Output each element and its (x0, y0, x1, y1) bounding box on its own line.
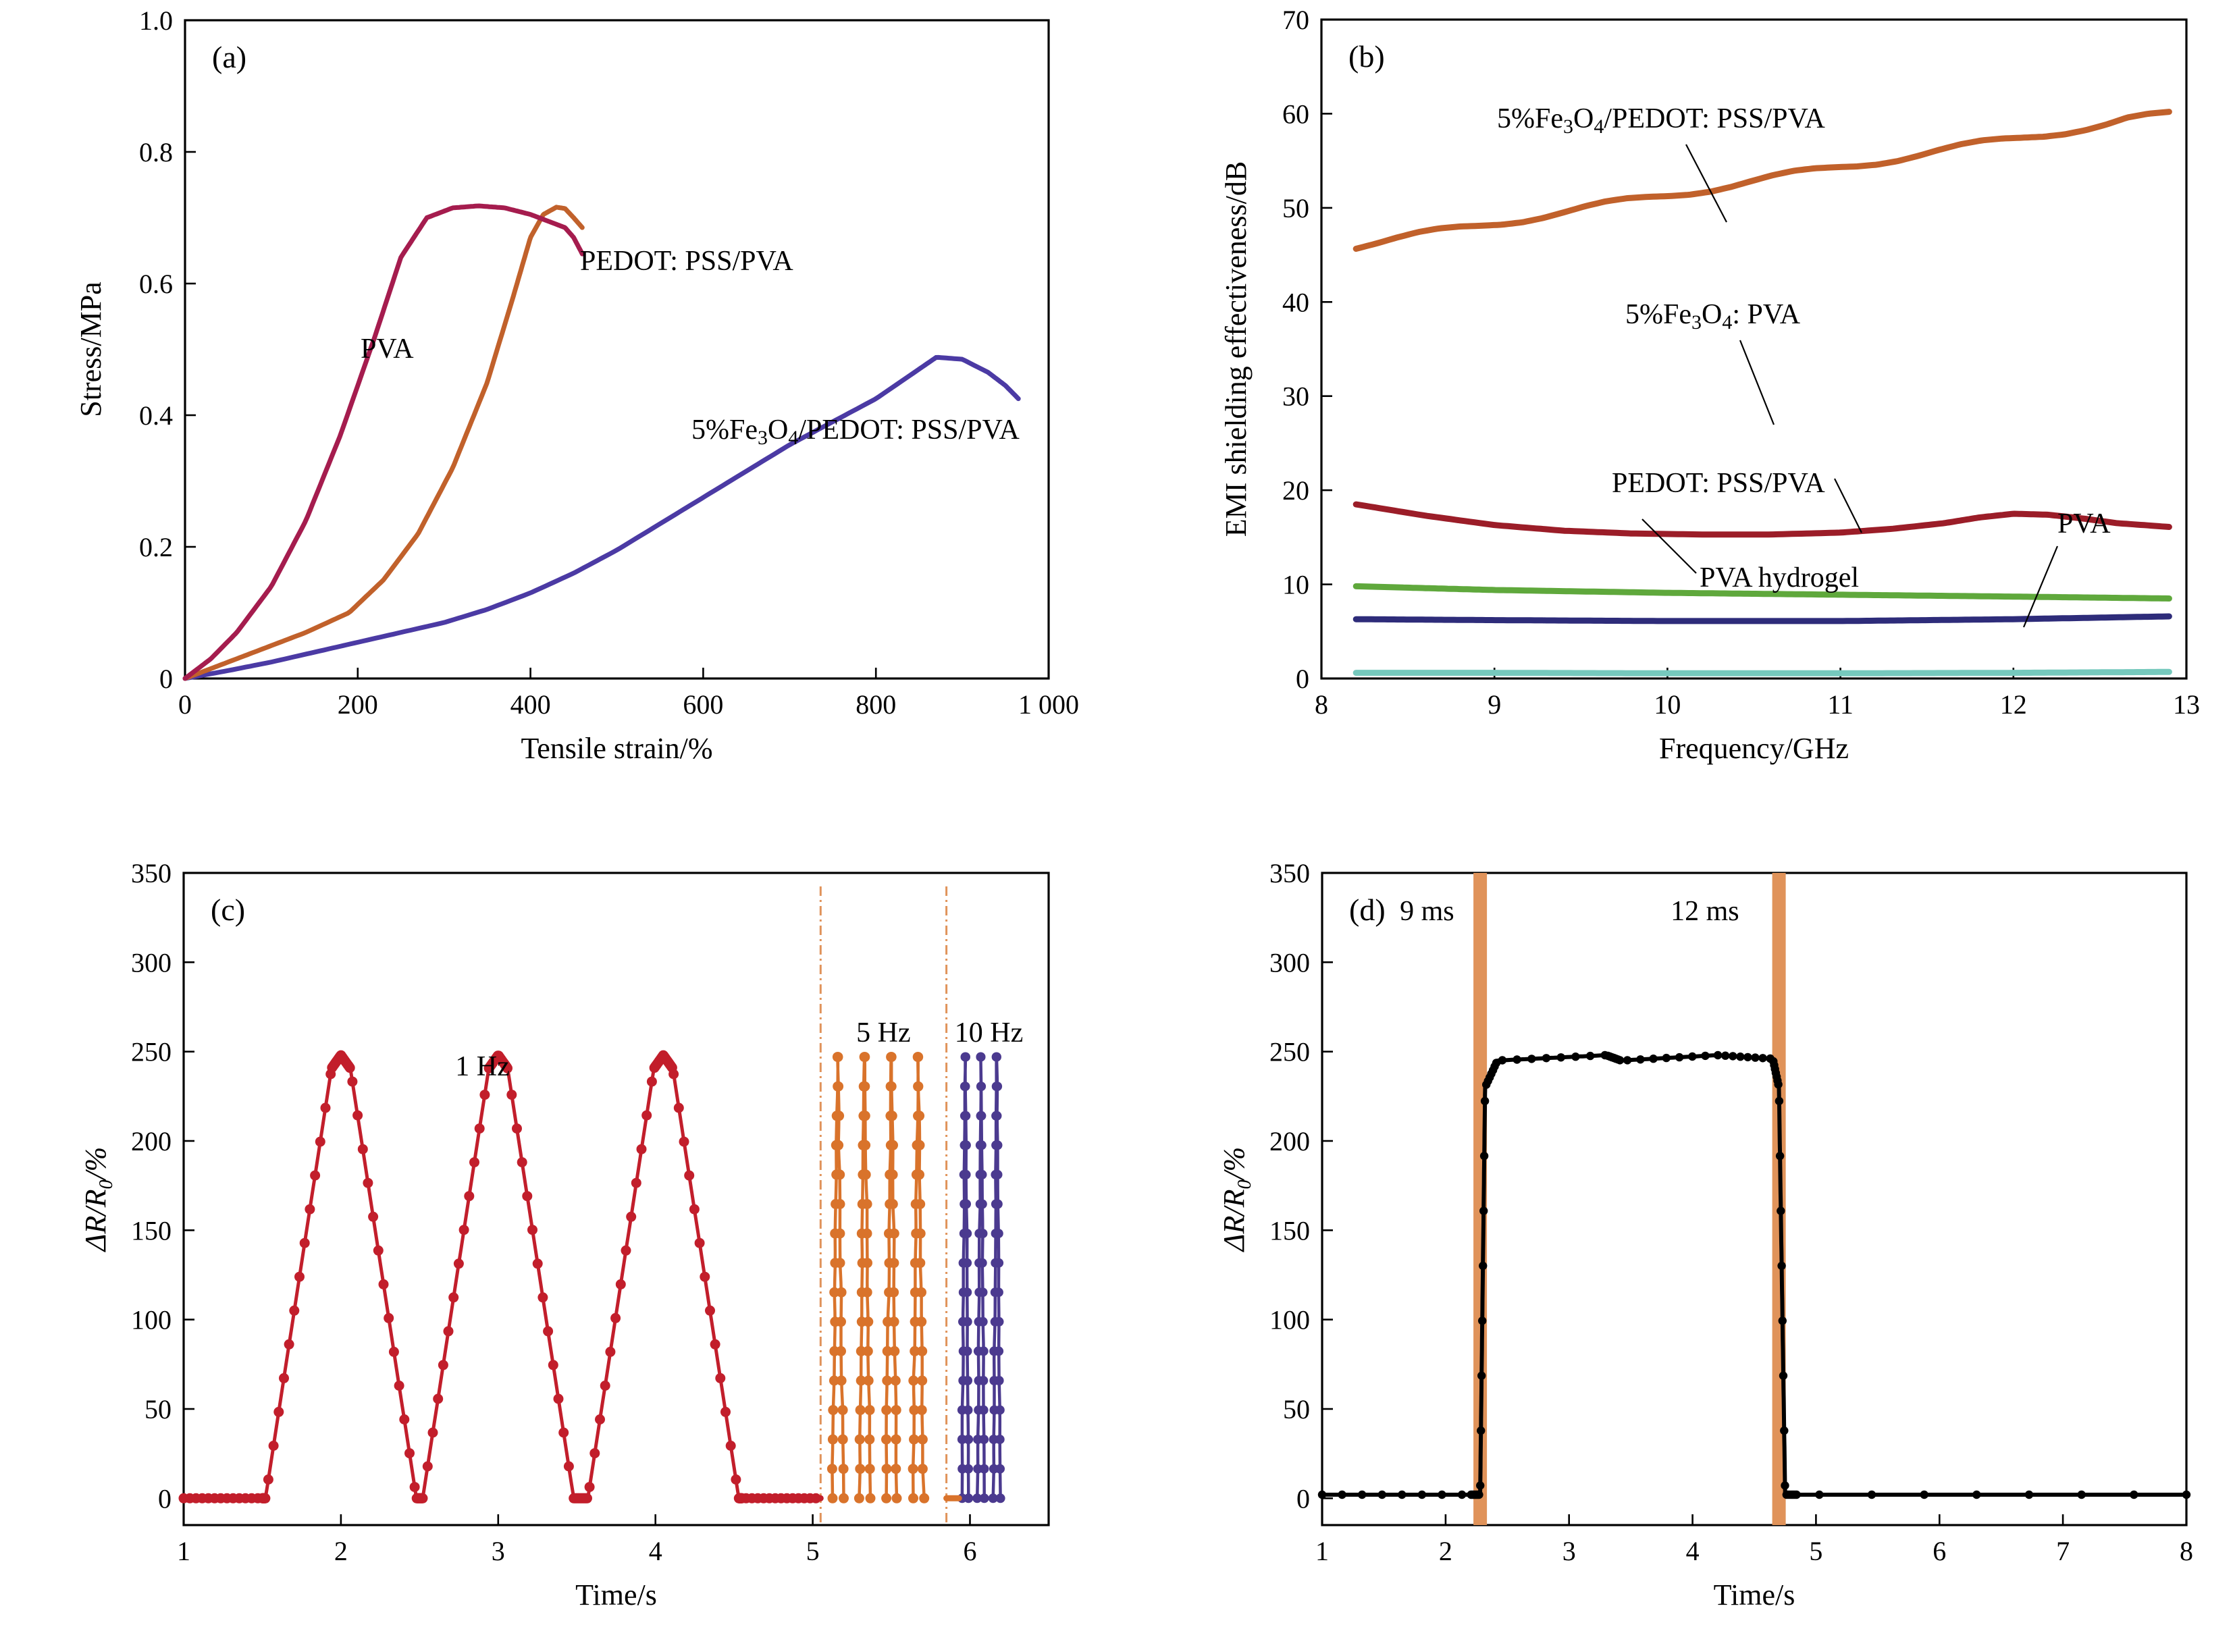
svg-text:350: 350 (131, 858, 172, 888)
svg-text:0: 0 (178, 689, 192, 720)
svg-text:100: 100 (1269, 1305, 1310, 1335)
svg-text:Tensile strain/%: Tensile strain/% (521, 732, 712, 765)
svg-text:800: 800 (856, 689, 896, 720)
svg-text:PEDOT: PSS/PVA: PEDOT: PSS/PVA (580, 246, 793, 277)
svg-text:PVA hydrogel: PVA hydrogel (1700, 562, 1859, 593)
svg-text:30: 30 (1282, 381, 1309, 412)
svg-text:250: 250 (131, 1037, 172, 1067)
svg-text:13: 13 (2173, 689, 2200, 720)
svg-text:12 ms: 12 ms (1671, 896, 1739, 927)
svg-text:5%Fe3O4/PEDOT: PSS/PVA: 5%Fe3O4/PEDOT: PSS/PVA (691, 415, 1020, 449)
svg-text:(d): (d) (1349, 892, 1386, 927)
svg-text:100: 100 (131, 1305, 172, 1335)
svg-text:200: 200 (1269, 1126, 1310, 1156)
svg-text:50: 50 (1282, 193, 1309, 223)
svg-text:PVA: PVA (2057, 508, 2111, 539)
svg-text:EMI shielding effectiveness/dB: EMI shielding effectiveness/dB (1219, 161, 1253, 537)
svg-text:Time/s: Time/s (575, 1578, 657, 1611)
svg-text:10 Hz: 10 Hz (955, 1017, 1023, 1048)
svg-text:0: 0 (1296, 664, 1309, 694)
svg-text:40: 40 (1282, 287, 1309, 317)
svg-text:150: 150 (1269, 1215, 1310, 1246)
svg-text:4: 4 (649, 1536, 662, 1566)
svg-text:1 000: 1 000 (1018, 689, 1079, 720)
svg-text:Time/s: Time/s (1714, 1578, 1795, 1611)
svg-text:5: 5 (806, 1536, 820, 1566)
svg-text:400: 400 (510, 689, 551, 720)
svg-text:5 Hz: 5 Hz (856, 1017, 910, 1048)
svg-text:ΔR/R0/%: ΔR/R0/% (79, 1147, 117, 1253)
svg-text:350: 350 (1269, 858, 1310, 888)
svg-text:3: 3 (492, 1536, 505, 1566)
svg-text:9: 9 (1488, 689, 1501, 720)
svg-text:200: 200 (338, 689, 378, 720)
svg-text:9 ms: 9 ms (1400, 896, 1454, 927)
svg-text:0.8: 0.8 (139, 137, 173, 167)
svg-text:PEDOT: PSS/PVA: PEDOT: PSS/PVA (1612, 468, 1825, 499)
svg-text:0.2: 0.2 (139, 532, 173, 562)
svg-text:(c): (c) (211, 892, 245, 927)
svg-text:1: 1 (177, 1536, 190, 1566)
svg-text:5: 5 (1809, 1536, 1822, 1566)
svg-text:0: 0 (158, 1483, 172, 1514)
svg-text:Frequency/GHz: Frequency/GHz (1659, 732, 1849, 765)
svg-text:50: 50 (145, 1394, 172, 1424)
svg-text:5%Fe3O4: PVA: 5%Fe3O4: PVA (1625, 299, 1801, 334)
svg-text:1: 1 (1315, 1536, 1329, 1566)
svg-text:Stress/MPa: Stress/MPa (74, 282, 107, 417)
svg-text:8: 8 (2180, 1536, 2193, 1566)
svg-text:0.4: 0.4 (139, 400, 173, 431)
svg-text:60: 60 (1282, 99, 1309, 129)
svg-text:4: 4 (1686, 1536, 1700, 1566)
svg-text:5%Fe3O4/PEDOT: PSS/PVA: 5%Fe3O4/PEDOT: PSS/PVA (1497, 103, 1825, 138)
svg-text:6: 6 (964, 1536, 977, 1566)
svg-text:PVA: PVA (361, 334, 414, 365)
svg-text:300: 300 (131, 947, 172, 978)
svg-text:70: 70 (1282, 5, 1309, 35)
svg-text:0.6: 0.6 (139, 269, 173, 299)
svg-text:10: 10 (1282, 570, 1309, 600)
svg-text:1 Hz: 1 Hz (455, 1051, 509, 1082)
svg-text:600: 600 (683, 689, 723, 720)
svg-text:150: 150 (131, 1215, 172, 1246)
svg-text:(a): (a) (212, 40, 246, 74)
svg-text:10: 10 (1654, 689, 1681, 720)
svg-text:0: 0 (159, 664, 173, 694)
svg-text:12: 12 (2000, 689, 2027, 720)
svg-text:11: 11 (1827, 689, 1854, 720)
svg-text:2: 2 (1439, 1536, 1452, 1566)
svg-text:200: 200 (131, 1126, 172, 1156)
svg-text:50: 50 (1283, 1394, 1310, 1424)
svg-text:250: 250 (1269, 1037, 1310, 1067)
svg-text:ΔR/R0/%: ΔR/R0/% (1217, 1147, 1255, 1253)
svg-text:(b): (b) (1348, 39, 1385, 74)
svg-text:3: 3 (1562, 1536, 1576, 1566)
svg-text:300: 300 (1269, 947, 1310, 978)
svg-text:6: 6 (1933, 1536, 1946, 1566)
svg-text:8: 8 (1315, 689, 1328, 720)
svg-text:7: 7 (2056, 1536, 2070, 1566)
svg-text:1.0: 1.0 (139, 5, 173, 36)
svg-text:0: 0 (1296, 1483, 1310, 1514)
svg-text:20: 20 (1282, 475, 1309, 506)
svg-text:2: 2 (334, 1536, 348, 1566)
